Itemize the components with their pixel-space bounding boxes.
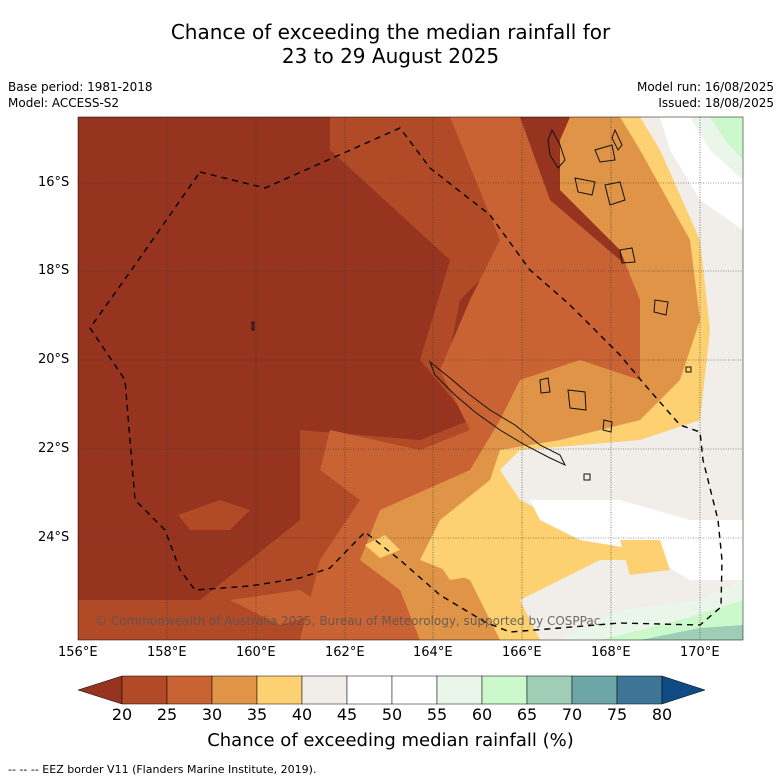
lat-label: 22°S xyxy=(38,441,70,456)
colorbar-tick: 55 xyxy=(426,705,448,724)
lon-label: 166°E xyxy=(502,645,542,660)
map-title-line2: 23 to 29 August 2025 xyxy=(281,44,500,68)
lat-label: 20°S xyxy=(38,352,70,367)
colorbar-bin-20-25 xyxy=(121,675,168,705)
colorbar-title: Chance of exceeding median rainfall (%) xyxy=(207,730,574,751)
colorbar-under-arrow xyxy=(77,675,123,705)
eez-border xyxy=(89,127,723,633)
colorbar-tick: 60 xyxy=(471,705,493,724)
eez-footnote: -- -- -- EEZ border V11 (Flanders Marine… xyxy=(8,763,317,776)
colorbar-tick: 25 xyxy=(156,705,178,724)
colorbar-bin-70-75 xyxy=(571,675,618,705)
model-run: Model run: 16/08/2025 xyxy=(636,80,774,94)
colorbar-over-arrow xyxy=(661,675,706,705)
issued-date: Issued: 18/08/2025 xyxy=(658,96,774,110)
model-name: Model: ACCESS-S2 xyxy=(8,96,120,110)
colorbar-tick: 40 xyxy=(291,705,313,724)
colorbar-bin-25-30 xyxy=(166,675,213,705)
lat-label: 18°S xyxy=(38,263,70,278)
graticule xyxy=(78,117,743,640)
colorbar-tick: 50 xyxy=(381,705,403,724)
colorbar-bin-60-65 xyxy=(481,675,528,705)
colorbar-bin-30-35 xyxy=(211,675,258,705)
copyright-notice: © Commonwealth of Australia 2025, Bureau… xyxy=(95,614,601,628)
lon-label: 156°E xyxy=(58,645,98,660)
colorbar-bin-75-80 xyxy=(616,675,663,705)
colorbar-tick: 45 xyxy=(336,705,358,724)
colorbar-tick: 75 xyxy=(606,705,628,724)
lon-label: 158°E xyxy=(147,645,187,660)
colorbar-bin-45-50 xyxy=(346,675,393,705)
colorbar-tick: 80 xyxy=(651,705,673,724)
colorbar-tick: 20 xyxy=(111,705,133,724)
colorbar-bin-40-45 xyxy=(301,675,348,705)
lat-label: 24°S xyxy=(38,530,70,545)
colorbar-tick: 35 xyxy=(246,705,268,724)
map-title-line1: Chance of exceeding the median rainfall … xyxy=(170,20,611,44)
lon-label: 168°E xyxy=(591,645,631,660)
colorbar-bin-65-70 xyxy=(526,675,573,705)
lon-label: 162°E xyxy=(325,645,365,660)
rainfall-field xyxy=(78,117,743,640)
colorbar-bin-35-40 xyxy=(256,675,303,705)
lon-label: 164°E xyxy=(413,645,453,660)
colorbar-bin-55-60 xyxy=(436,675,483,705)
colorbar-tick: 65 xyxy=(516,705,538,724)
lon-label: 160°E xyxy=(236,645,276,660)
map-frame xyxy=(77,116,744,641)
colorbar-tick: 30 xyxy=(201,705,223,724)
lon-label: 170°E xyxy=(680,645,720,660)
base-period: Base period: 1981-2018 xyxy=(8,80,153,94)
coastlines xyxy=(251,128,692,481)
lat-label: 16°S xyxy=(38,175,70,190)
colorbar xyxy=(77,675,706,705)
colorbar-tick: 70 xyxy=(561,705,583,724)
colorbar-bin-50-55 xyxy=(391,675,438,705)
